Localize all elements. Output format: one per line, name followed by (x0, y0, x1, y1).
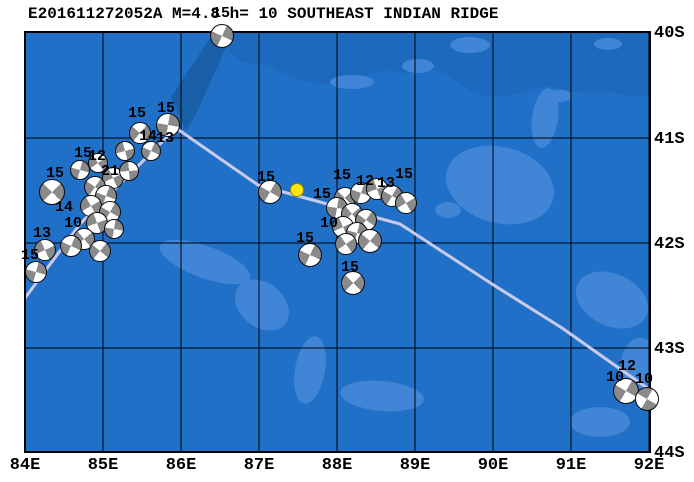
focal-mechanism-beachball (25, 261, 47, 283)
beachball-depth-label: 15 (313, 186, 332, 203)
map-frame (24, 31, 651, 453)
bathymetry-shallow-patch (570, 407, 630, 437)
beachball-depth-label: 15 (157, 100, 176, 117)
beachball-depth-label: 13 (377, 175, 396, 192)
epicenter-dot (290, 183, 304, 197)
bathymetry-shallow-patch (340, 380, 424, 412)
bathymetry-shallow-patch (575, 271, 649, 329)
beachball-depth-label: 14 (139, 128, 158, 145)
latitude-tick-label: 44S (654, 444, 685, 463)
bathymetry-shallow-patch (435, 202, 461, 218)
beachball-depth-label: 10 (606, 369, 625, 386)
focal-mechanism-beachball (115, 141, 135, 161)
beachball-depth-label: 15 (395, 166, 414, 183)
focal-mechanism-beachball (89, 240, 111, 262)
longitude-tick-label: 92E (633, 456, 665, 475)
beachball-depth-label: 15 (21, 247, 40, 264)
bathymetry-shallow-patch (548, 90, 572, 102)
bathymetry-shallow-patch (594, 38, 622, 50)
focal-mechanism-beachball (141, 141, 161, 161)
latitude-tick-label: 42S (654, 235, 685, 254)
beachball-depth-label: 15 (341, 259, 360, 276)
focal-mechanism-beachball (104, 219, 124, 239)
beachball-depth-label: 13 (33, 225, 52, 242)
longitude-tick-label: 84E (9, 456, 41, 475)
focal-mechanism-beachball (34, 239, 56, 261)
beachball-depth-label: 15 (257, 169, 276, 186)
beachball-depth-label: 12 (356, 173, 375, 190)
beachball-depth-label: 15 (212, 5, 231, 22)
focal-mechanism-beachball (70, 160, 90, 180)
bathymetry-shallow-patch (235, 279, 289, 331)
bathymetry-shallow-patch (159, 239, 251, 285)
focal-mechanism-beachball (258, 180, 282, 204)
bathymetry-shallow-patch (402, 59, 434, 73)
bathymetry-deep-band (171, 32, 233, 131)
latitude-tick-label: 40S (654, 24, 685, 43)
focal-mechanism-beachball (39, 179, 65, 205)
longitude-tick-label: 86E (165, 456, 197, 475)
bathymetry-shallow-patch (330, 75, 374, 89)
focal-mechanism-beachball (119, 161, 139, 181)
beachball-depth-label: 15 (128, 105, 147, 122)
longitude-tick-label: 89E (399, 456, 431, 475)
focal-mechanism-beachball (88, 153, 108, 173)
longitude-tick-label: 90E (477, 456, 509, 475)
beachball-depth-label: 21 (101, 163, 120, 180)
beachball-depth-label: 13 (156, 130, 175, 147)
focal-mechanism-beachball (635, 387, 659, 411)
beachball-depth-label: 10 (635, 371, 654, 388)
beachball-depth-label: 15 (46, 165, 65, 182)
plot-title: E201611272052A M=4.8 h= 10 SOUTHEAST IND… (28, 5, 499, 23)
beachball-depth-label: 15 (333, 167, 352, 184)
beachball-depth-label: 15 (74, 145, 93, 162)
beachball-depth-label: 10 (64, 215, 83, 232)
longitude-tick-label: 91E (555, 456, 587, 475)
beachball-depth-label: 12 (618, 358, 637, 375)
bathymetry-shallow-patch (531, 88, 559, 148)
focal-mechanism-beachball (60, 235, 82, 257)
beachball-depth-label: 14 (55, 199, 74, 216)
bathymetry-shallow-patch (445, 145, 555, 225)
bathymetry-shallow-patch (450, 37, 490, 53)
focal-mechanism-beachball (341, 271, 365, 295)
focal-mechanism-beachball (335, 233, 357, 255)
latitude-tick-label: 41S (654, 130, 685, 149)
focal-mechanism-beachball (129, 122, 151, 144)
latitude-tick-label: 43S (654, 340, 685, 359)
bathymetry-shallow-patch (294, 336, 326, 404)
longitude-tick-label: 87E (243, 456, 275, 475)
longitude-tick-label: 85E (87, 456, 119, 475)
focal-mechanism-beachball (298, 243, 322, 267)
beachball-depth-label: 12 (88, 148, 107, 165)
longitude-tick-label: 88E (321, 456, 353, 475)
focal-mechanism-beachball (358, 229, 382, 253)
beachball-depth-label: 15 (296, 230, 315, 247)
focal-mechanism-beachball (395, 192, 417, 214)
focal-mechanism-beachball (156, 113, 180, 137)
beachball-depth-label: 10 (320, 215, 339, 232)
focal-mechanism-beachball (210, 24, 234, 48)
